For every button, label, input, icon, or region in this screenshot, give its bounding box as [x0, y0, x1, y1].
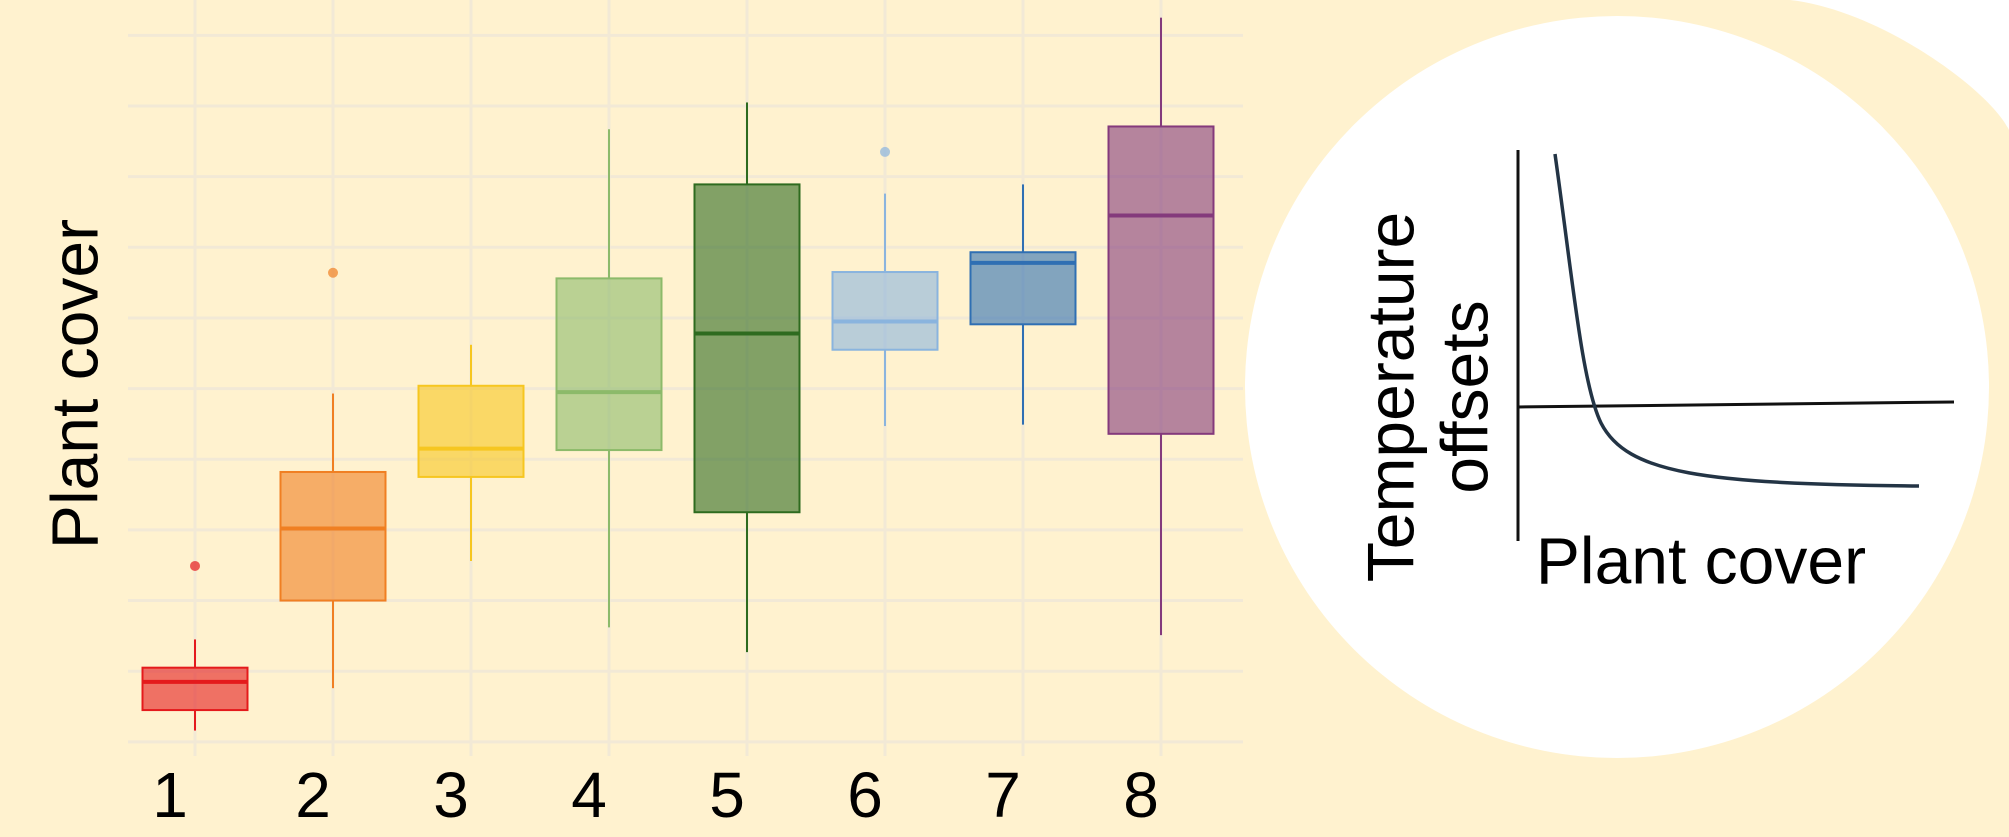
corner — [1790, 0, 2009, 130]
plot-area — [128, 0, 1243, 756]
inset-curve — [1553, 153, 1920, 488]
inset-x-axis — [1517, 400, 1955, 409]
x-tick-label: 6 — [847, 759, 883, 831]
outlier — [190, 560, 200, 571]
inset-circle — [1245, 16, 1989, 758]
inset-y-label: Temperature — [1353, 212, 1427, 583]
box — [831, 271, 939, 351]
x-tick-label: 4 — [571, 759, 607, 831]
x-tick-label: 7 — [985, 759, 1021, 831]
box — [279, 470, 387, 602]
inset-y-label: offsets — [1427, 300, 1501, 493]
x-tick-label: 5 — [709, 759, 745, 831]
box — [555, 277, 663, 452]
x-tick-label: 1 — [152, 759, 188, 831]
box — [141, 666, 249, 712]
box — [693, 183, 801, 514]
box — [417, 384, 525, 478]
box — [1107, 125, 1215, 435]
x-tick-label: 8 — [1123, 759, 1159, 831]
x-tick-label: 3 — [433, 759, 469, 831]
y-axis-label: Plant cover — [37, 219, 111, 549]
outlier — [880, 146, 890, 157]
outlier — [328, 267, 338, 278]
inset: Temperature offsets Plant cover — [1245, 16, 1989, 758]
x-tick-label: 2 — [295, 759, 331, 831]
inset-x-label: Plant cover — [1536, 523, 1866, 597]
